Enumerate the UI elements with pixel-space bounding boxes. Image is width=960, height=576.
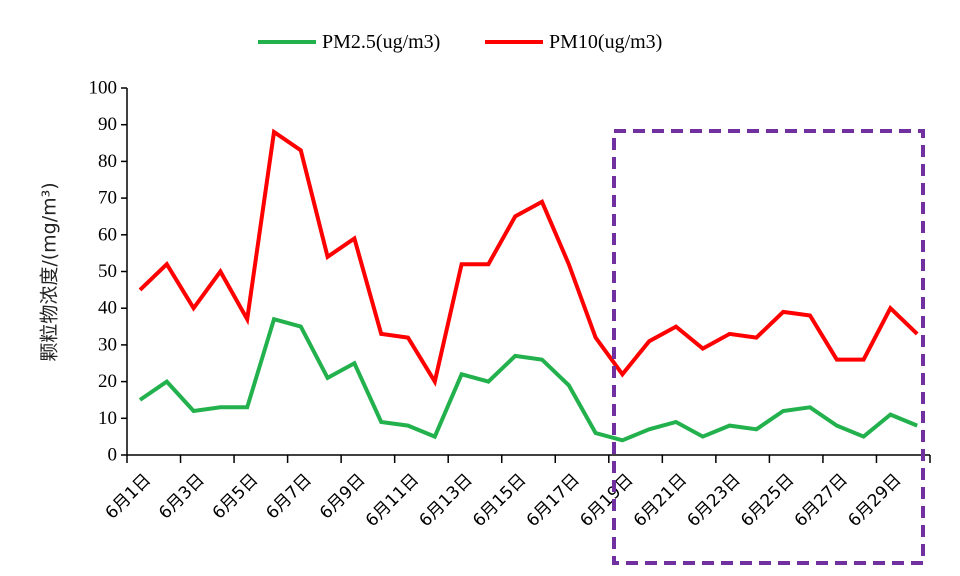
- y-tick-label: 0: [108, 445, 118, 466]
- series-layer: [138, 128, 919, 443]
- highlight-box: [612, 129, 925, 565]
- x-tick-label: 6月11日: [362, 470, 423, 531]
- y-tick-label: 30: [98, 334, 117, 355]
- x-tick-label: 6月7日: [262, 470, 315, 523]
- y-tick-label: 100: [89, 78, 118, 99]
- y-tick-label: 10: [98, 408, 117, 429]
- x-tick-label: 6月21日: [630, 470, 691, 531]
- x-tick-label: 6月19日: [576, 470, 637, 531]
- x-tick-label: 6月1日: [102, 470, 155, 523]
- legend-label: PM10(ug/m3): [549, 31, 662, 53]
- highlight-layer: [612, 129, 925, 565]
- y-tick-label: 50: [98, 261, 117, 282]
- legend-label: PM2.5(ug/m3): [322, 31, 440, 53]
- y-tick-label: 90: [98, 114, 117, 135]
- y-tick-label: 70: [98, 188, 117, 209]
- x-tick-label: 6月25日: [737, 470, 798, 531]
- x-tick-label: 6月3日: [155, 470, 208, 523]
- y-tick-label: 60: [98, 224, 117, 245]
- x-tick-label: 6月13日: [416, 470, 477, 531]
- series-line-pm25: [138, 316, 918, 443]
- x-tick-label: 6月5日: [209, 470, 262, 523]
- x-tick-label: 6月15日: [469, 470, 530, 531]
- y-axis-label: 颗粒物浓度/(mg/m³): [39, 182, 61, 361]
- x-tick-label: 6月9日: [316, 470, 369, 523]
- y-tick-label: 80: [98, 151, 117, 172]
- x-tick-label: 6月23日: [684, 470, 745, 531]
- y-tick-label: 20: [98, 371, 117, 392]
- legend: PM2.5(ug/m3) PM10(ug/m3): [258, 31, 662, 53]
- x-tick-label: 6月27日: [791, 470, 852, 531]
- y-tick-label: 40: [98, 298, 117, 319]
- x-tick-label: 6月17日: [523, 470, 584, 531]
- series-line-pm10: [138, 128, 919, 387]
- x-tick-label: 6月29日: [844, 470, 905, 531]
